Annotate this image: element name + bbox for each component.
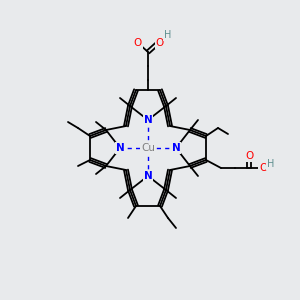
- Text: H: H: [267, 159, 275, 169]
- Text: O: O: [259, 163, 267, 173]
- Text: N: N: [144, 171, 152, 181]
- Text: N: N: [144, 115, 152, 125]
- Text: O: O: [245, 151, 253, 161]
- Text: N: N: [116, 143, 124, 153]
- Text: O: O: [134, 38, 142, 48]
- Text: N: N: [172, 143, 180, 153]
- Text: H: H: [164, 30, 172, 40]
- Text: Cu: Cu: [141, 143, 155, 153]
- Text: O: O: [156, 38, 164, 48]
